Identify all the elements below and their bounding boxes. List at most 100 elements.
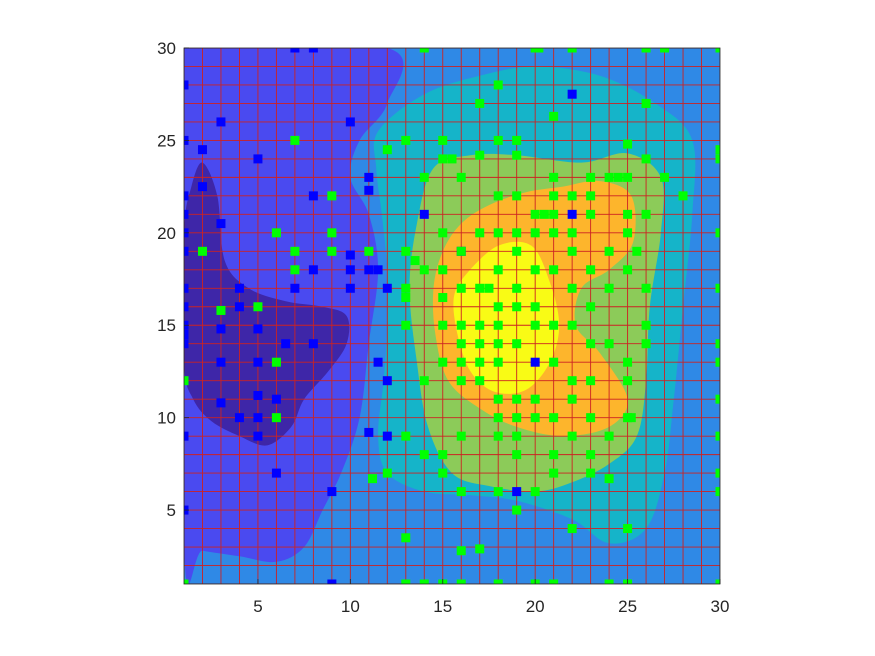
green-point: [549, 265, 559, 275]
x-axis-ticks: 5 10 15 20 25 30: [253, 579, 729, 616]
green-point: [456, 431, 466, 441]
blue-point: [327, 579, 337, 584]
green-point: [641, 209, 651, 219]
green-point: [419, 172, 429, 182]
green-point: [327, 228, 337, 238]
green-point: [253, 302, 263, 312]
green-point: [438, 265, 448, 275]
green-point: [456, 487, 466, 497]
green-point: [549, 579, 559, 584]
blue-point: [271, 468, 281, 478]
green-point: [512, 413, 522, 423]
green-point: [586, 209, 596, 219]
green-point: [530, 394, 540, 404]
blue-point: [567, 209, 577, 219]
green-point: [401, 320, 411, 330]
blue-point: [253, 413, 263, 423]
green-point: [290, 246, 300, 256]
blue-point: [184, 283, 189, 293]
green-point: [475, 320, 485, 330]
green-point: [512, 228, 522, 238]
blue-point: [184, 431, 189, 441]
green-point: [401, 533, 411, 543]
blue-point: [290, 283, 300, 293]
green-point: [512, 450, 522, 460]
blue-point: [327, 487, 337, 497]
green-point: [456, 320, 466, 330]
blue-point: [345, 250, 355, 260]
green-point: [401, 246, 411, 256]
green-point: [623, 376, 633, 386]
green-point: [567, 191, 577, 201]
green-point: [475, 150, 485, 160]
green-point: [271, 357, 281, 367]
green-point: [401, 579, 411, 584]
blue-point: [184, 80, 189, 90]
x-tick-label: 5: [253, 597, 262, 616]
green-point: [184, 579, 189, 584]
green-point: [549, 357, 559, 367]
green-point: [715, 487, 720, 497]
green-point: [715, 468, 720, 478]
blue-point: [184, 302, 189, 312]
green-point: [715, 579, 720, 584]
green-point: [327, 191, 337, 201]
green-point: [438, 320, 448, 330]
green-point: [539, 209, 549, 219]
green-point: [419, 265, 429, 275]
green-point: [512, 246, 522, 256]
blue-point: [382, 283, 392, 293]
blue-point: [567, 89, 577, 99]
green-point: [530, 265, 540, 275]
blue-point: [184, 209, 189, 219]
green-point: [586, 450, 596, 460]
blue-point: [253, 324, 263, 334]
green-point: [623, 172, 633, 182]
green-point: [715, 145, 720, 155]
blue-point: [364, 265, 374, 275]
blue-point: [253, 154, 263, 164]
green-point: [401, 431, 411, 441]
green-point: [271, 413, 281, 423]
green-point: [368, 474, 378, 484]
blue-point: [308, 265, 318, 275]
y-tick-label: 10: [157, 409, 176, 428]
green-point: [456, 246, 466, 256]
green-point: [410, 256, 420, 266]
y-tick-label: 25: [157, 131, 176, 150]
green-point: [493, 579, 503, 584]
green-point: [493, 357, 503, 367]
blue-point: [216, 398, 226, 408]
green-point: [641, 48, 651, 53]
green-point: [290, 135, 300, 145]
green-point: [613, 172, 623, 182]
blue-point: [290, 48, 300, 53]
green-point: [475, 376, 485, 386]
green-point: [549, 413, 559, 423]
green-point: [549, 209, 559, 219]
green-point: [512, 431, 522, 441]
green-point: [623, 265, 633, 275]
green-point: [586, 468, 596, 478]
blue-point: [419, 209, 429, 219]
green-point: [660, 48, 670, 53]
green-point: [475, 544, 485, 554]
green-point: [493, 320, 503, 330]
blue-point: [216, 219, 226, 229]
green-point: [567, 524, 577, 534]
green-point: [271, 228, 281, 238]
blue-point: [345, 117, 355, 127]
green-point: [586, 172, 596, 182]
green-point: [493, 339, 503, 349]
green-point: [493, 302, 503, 312]
blue-point: [271, 394, 281, 404]
green-point: [327, 246, 337, 256]
green-point: [549, 172, 559, 182]
blue-point: [184, 246, 189, 256]
blue-point: [364, 185, 374, 195]
green-point: [530, 487, 540, 497]
green-point: [493, 265, 503, 275]
green-point: [567, 431, 577, 441]
green-point: [456, 283, 466, 293]
